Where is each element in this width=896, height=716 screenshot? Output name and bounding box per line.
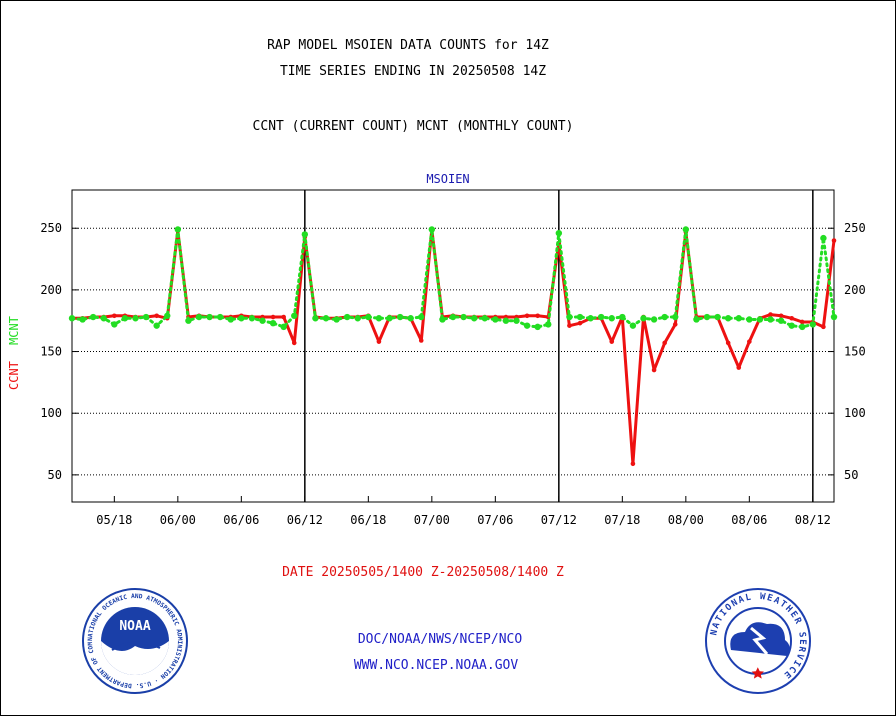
nws-logo: NATIONAL WEATHER SERVICE: [705, 588, 811, 694]
chart-title-line2: TIME SERIES ENDING IN 20250508 14Z: [279, 64, 547, 79]
link-nco-website[interactable]: WWW.NCO.NCEP.NOAA.GOV: [353, 658, 519, 673]
link-nco-path[interactable]: DOC/NOAA/NWS/NCEP/NCO: [357, 632, 523, 647]
noaa-logo: NATIONAL OCEANIC AND ATMOSPHERIC ADMINIS…: [82, 588, 188, 694]
chart-subtitle: CCNT (CURRENT COUNT) MCNT (MONTHLY COUNT…: [252, 119, 574, 134]
panel-label: MSOIEN: [426, 172, 470, 186]
chart-title: RAP MODEL MSOIEN DATA COUNTS for 14Z: [267, 38, 549, 53]
noaa-wordmark: NOAA: [119, 619, 150, 634]
date-range: DATE 20250505/1400 Z-20250508/1400 Z: [282, 565, 564, 580]
